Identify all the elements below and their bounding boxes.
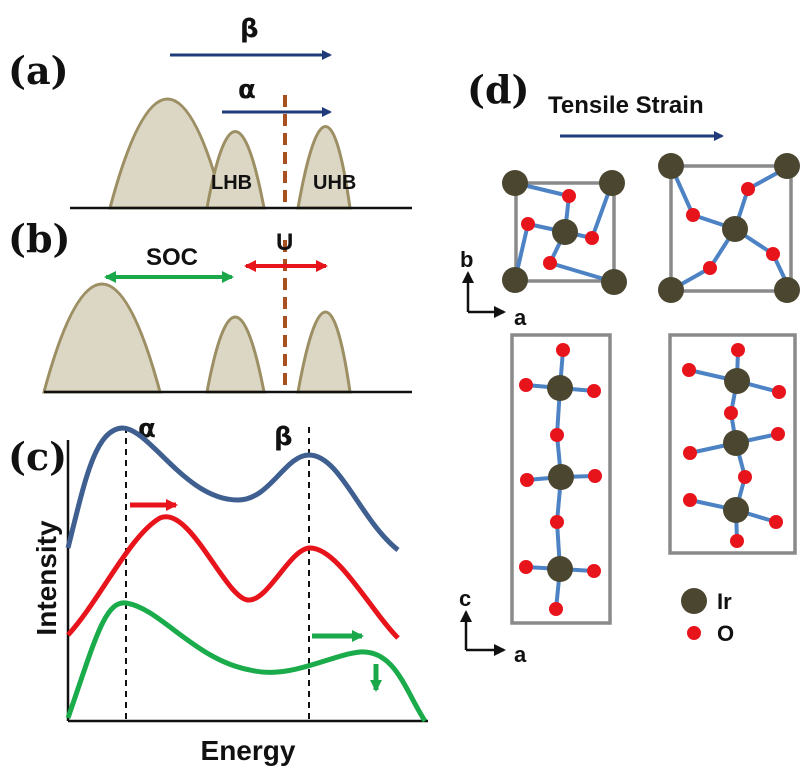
panel-d-label: (d) (467, 67, 530, 112)
panel-c: (c) α β Energy Intensity (8, 414, 428, 766)
curve-blue (65, 425, 400, 552)
legend-ir-label: Ir (717, 589, 732, 614)
panel-b-label: (b) (8, 216, 71, 261)
o-atom (519, 560, 533, 574)
axis-b-label: b (460, 247, 473, 272)
o-atom (724, 406, 738, 420)
o-atom (550, 515, 564, 529)
u-label: U (276, 229, 293, 256)
o-atom (730, 534, 744, 548)
curve-red (66, 514, 400, 640)
o-atom (521, 217, 535, 231)
o-atom (587, 384, 601, 398)
o-atom (587, 564, 601, 578)
legend-o-label: O (717, 621, 734, 646)
o-atom (562, 189, 576, 203)
ir-atom (547, 556, 573, 582)
ir-atom (547, 375, 573, 401)
band-uhb-b (296, 310, 352, 394)
axis-a-label-top: a (514, 305, 527, 330)
o-atom (550, 428, 564, 442)
band-soc-peak-a (108, 97, 226, 210)
o-atom (519, 378, 533, 392)
ac-cell-box-unstrained (510, 333, 612, 625)
ac-cell-box-strained (668, 333, 797, 555)
beta-label-a: β (240, 14, 259, 44)
ab-cell-box-strained (669, 164, 793, 293)
soc-label: SOC (146, 244, 198, 271)
ir-atom (502, 170, 528, 196)
ir-atom (502, 267, 528, 293)
ac-cell-strained (668, 333, 797, 555)
panel-a-label: (a) (8, 48, 69, 93)
ir-atom (723, 430, 749, 456)
strain-label: Tensile Strain (548, 92, 704, 119)
o-atom (703, 261, 717, 275)
legend-ir-atom-icon (681, 588, 707, 614)
o-atom (772, 385, 786, 399)
o-atom (766, 247, 780, 261)
o-atom (731, 343, 745, 357)
ir-atom (774, 153, 800, 179)
x-axis-label: Energy (201, 735, 296, 766)
o-atom (683, 493, 697, 507)
legend-o-atom-icon (687, 626, 701, 640)
o-atom (771, 427, 785, 441)
ca-axes: c a (459, 586, 527, 667)
panel-b: (b) SOC U (8, 216, 412, 394)
axis-a-label-bottom: a (514, 642, 527, 667)
ir-atom (658, 277, 684, 303)
o-atom (588, 469, 602, 483)
o-atom (683, 446, 697, 460)
o-atom (738, 470, 752, 484)
ab-cell-box-unstrained (514, 181, 616, 283)
ac-cell-unstrained (510, 333, 612, 625)
o-atom (769, 515, 783, 529)
y-axis-label: Intensity (31, 520, 62, 636)
o-atom (549, 602, 563, 616)
panel-c-label: (c) (8, 434, 67, 479)
o-atom (543, 256, 557, 270)
o-atom (556, 343, 570, 357)
ir-atom (774, 277, 800, 303)
curve-green (65, 600, 428, 723)
ab-cell-strained (658, 153, 800, 303)
ab-axes: b a (460, 247, 527, 330)
alpha-label-a: α (238, 75, 256, 105)
uhb-label: UHB (313, 172, 356, 194)
legend: Ir O (681, 588, 734, 646)
ir-atom (599, 170, 625, 196)
band-lhb-b (205, 315, 266, 394)
panel-a: (a) β α LHB UHB (8, 14, 412, 210)
ab-cell-unstrained (502, 170, 627, 295)
ir-atom (724, 368, 750, 394)
ir-atom (723, 497, 749, 523)
band-soc-peak-b (42, 282, 162, 394)
o-atom (741, 182, 755, 196)
lhb-label: LHB (211, 172, 252, 194)
axis-c-label: c (459, 586, 471, 611)
o-atom (682, 363, 696, 377)
beta-label-c: β (274, 422, 293, 452)
band-lhb-a (205, 130, 266, 210)
ir-atom (548, 464, 574, 490)
ir-atom (722, 216, 748, 242)
ir-atom (552, 219, 578, 245)
o-atom (585, 231, 599, 245)
panel-d: (d) Tensile Strain (459, 67, 800, 667)
o-atom (520, 473, 534, 487)
band-uhb-a (296, 125, 352, 210)
o-atom (686, 208, 700, 222)
ir-atom (658, 153, 684, 179)
ir-atom (601, 269, 627, 295)
